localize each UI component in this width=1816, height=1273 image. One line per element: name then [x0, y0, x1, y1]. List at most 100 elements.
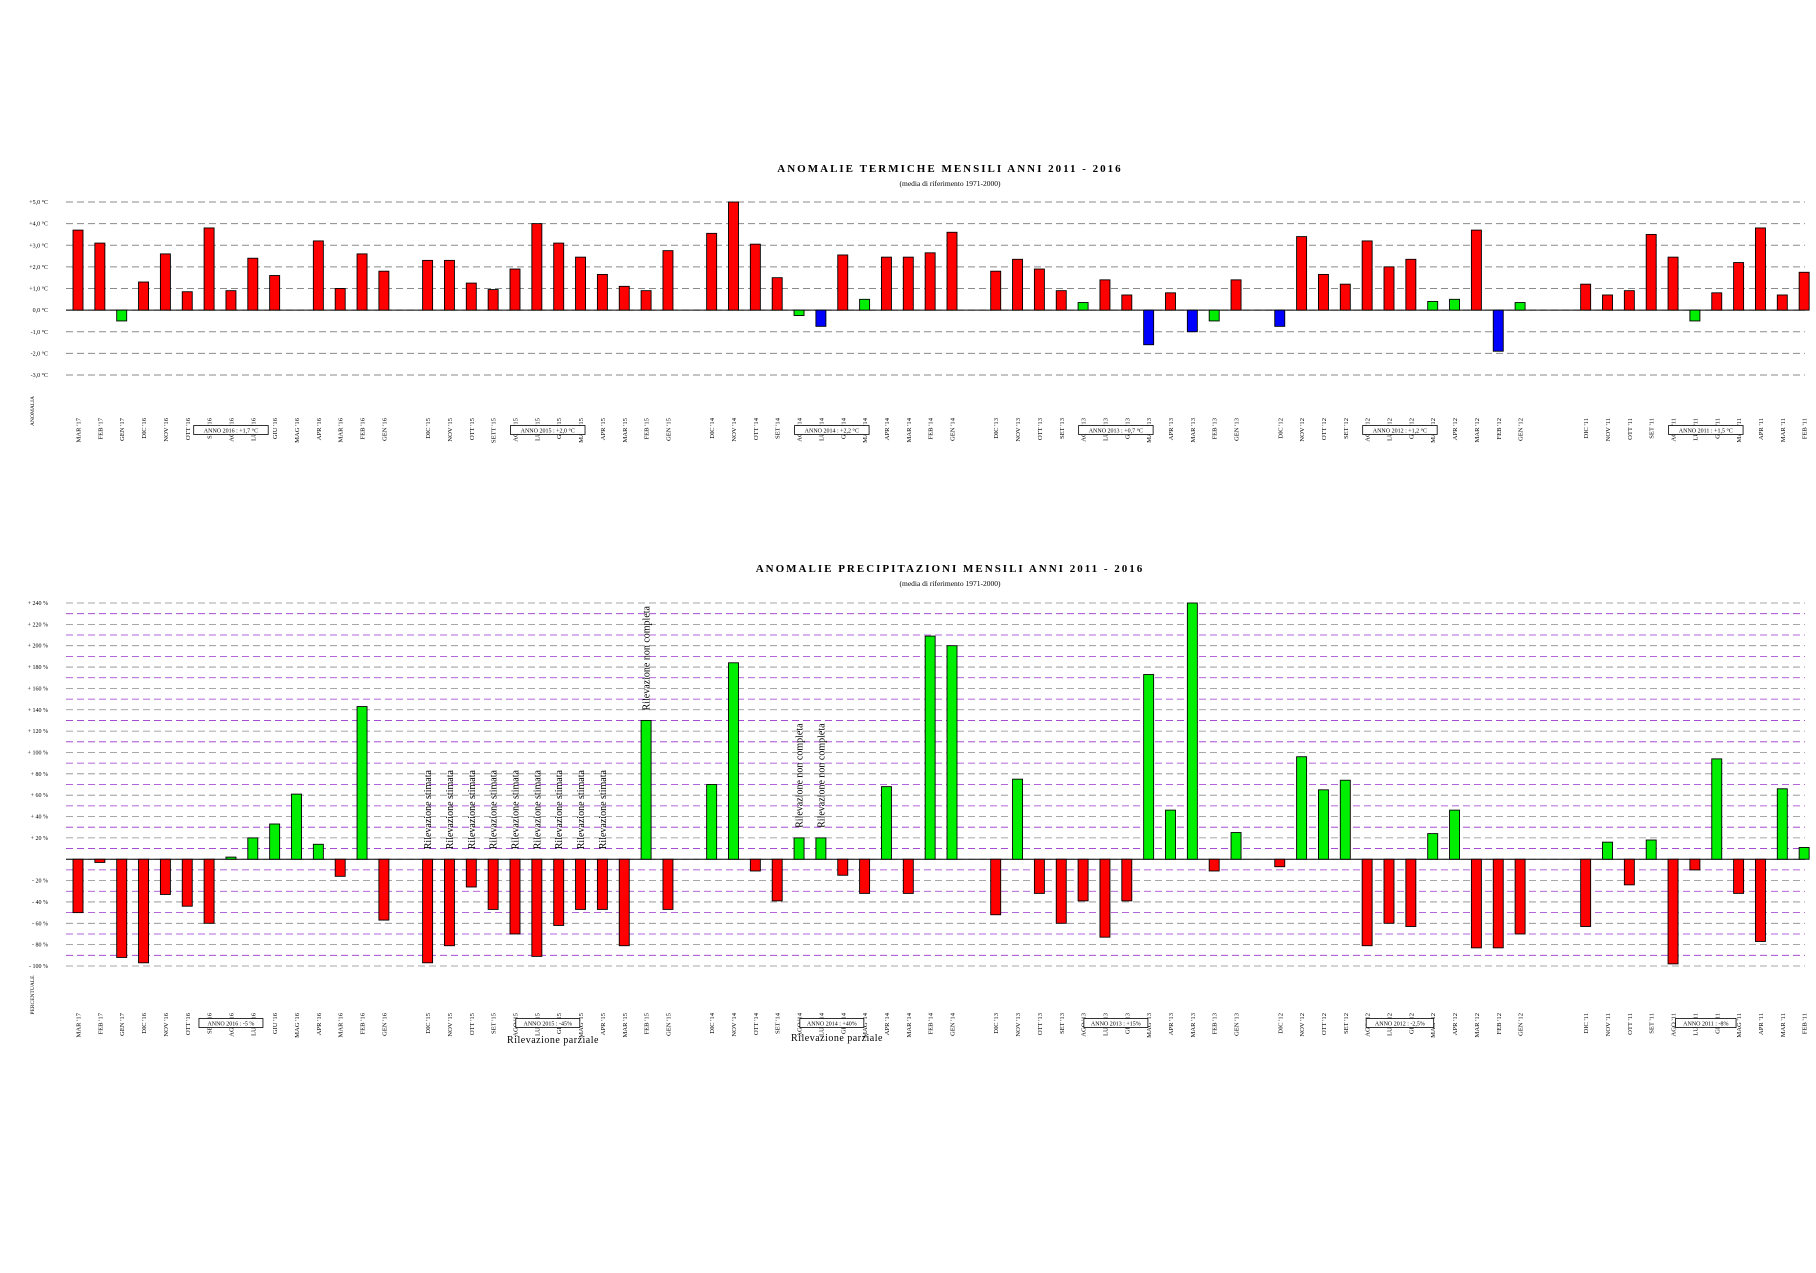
bar [596, 858, 608, 910]
year-summary-box [1362, 425, 1438, 435]
category-label: MAR '14 [906, 417, 913, 442]
bar [1143, 674, 1155, 860]
year-summary-label: ANNO 2013 : +15% [1091, 1022, 1141, 1028]
year-summary-box [515, 1018, 581, 1028]
category-label: GEN '13 [1234, 1012, 1241, 1036]
category-label: MAR '11 [1780, 1013, 1787, 1037]
category-label: DIC '15 [425, 1012, 432, 1033]
bar-note: Rilevazione non completa [816, 723, 827, 828]
y-tick-label: -1,0 °C [31, 329, 48, 336]
bar [1186, 309, 1198, 333]
category-label: APR '12 [1452, 1013, 1459, 1035]
bar [1427, 833, 1439, 860]
bar [771, 277, 783, 311]
bar [1405, 258, 1417, 311]
bar [334, 858, 346, 877]
bar [1667, 858, 1679, 965]
category-label: APR '14 [884, 417, 891, 440]
bar [444, 858, 455, 947]
year-summary-box [1365, 1018, 1435, 1028]
y-tick-label: 0,0 °C [33, 307, 48, 314]
bar [1733, 858, 1745, 894]
category-label: DIC '12 [1277, 1013, 1284, 1034]
bar [1623, 290, 1635, 311]
bar [203, 227, 215, 311]
bar [749, 243, 761, 311]
year-summary-box [1675, 1018, 1737, 1028]
category-label: MAG '11 [1736, 1013, 1743, 1038]
bar [728, 201, 739, 311]
category-label: APR '13 [1168, 1012, 1175, 1035]
year-summary-label: ANNO 2011 : -8% [1683, 1022, 1728, 1028]
category-label: APR '12 [1452, 418, 1459, 440]
bar [1733, 262, 1745, 311]
bar [640, 290, 652, 311]
bar [1055, 290, 1067, 311]
y-tick-label: + 140 % [28, 708, 48, 714]
bar [1033, 268, 1045, 311]
year-summary-label: ANNO 2012 : +1,2 °C [1373, 428, 1427, 435]
category-label: DIC '15 [425, 417, 432, 438]
bar [1754, 227, 1766, 311]
year-summary-box [799, 1018, 865, 1028]
bar [1143, 309, 1155, 346]
category-label: APR '11 [1758, 1013, 1765, 1035]
year-summary-box [198, 1018, 264, 1028]
category-label: FEB '12 [1496, 1013, 1503, 1035]
bar [116, 309, 128, 322]
category-label: MAR '13 [1190, 1012, 1197, 1037]
bar [1208, 858, 1220, 872]
bar [1449, 809, 1461, 860]
bar [1470, 229, 1482, 311]
bar [902, 256, 914, 311]
category-label: GEN '15 [665, 1012, 672, 1036]
bar [1208, 309, 1220, 322]
bar [706, 232, 718, 311]
category-label: APR '15 [600, 1012, 607, 1035]
bar [575, 256, 586, 311]
category-label: SETT '15 [491, 417, 498, 443]
bar [181, 291, 193, 311]
bar [1711, 758, 1723, 860]
bar [269, 275, 281, 311]
category-label: OTT '16 [185, 1012, 192, 1035]
bar [1623, 858, 1635, 886]
bar [159, 858, 171, 895]
category-label: OTT '15 [469, 1012, 476, 1035]
bar [1077, 858, 1089, 902]
category-label: FEB '13 [1212, 417, 1219, 439]
year-summary-box [1083, 1018, 1149, 1028]
bar [487, 289, 499, 311]
category-label: SET '14 [775, 417, 782, 439]
bar [1361, 858, 1373, 947]
category-label: OTT '14 [753, 1012, 760, 1035]
category-label: OTT '13 [1037, 417, 1044, 440]
category-label: FEB '16 [360, 1012, 367, 1034]
category-label: GEN '12 [1518, 418, 1525, 441]
bar [138, 858, 150, 964]
category-label: MAR '12 [1474, 1013, 1481, 1037]
year-summary-label: ANNO 2012 : -2,5% [1375, 1022, 1425, 1028]
bar [444, 259, 455, 311]
category-label: MAG '16 [294, 417, 301, 443]
bar [1055, 858, 1067, 924]
y-tick-label: -2,0 °C [31, 350, 48, 357]
category-label: NOV '13 [1015, 1012, 1022, 1036]
category-label: NOV '11 [1605, 1013, 1612, 1036]
bar [312, 240, 324, 311]
precipitation-chart: ANOMALIE PRECIPITAZIONI MENSILI ANNI 201… [28, 563, 1810, 1046]
bar [291, 793, 302, 860]
category-label: GEN '12 [1518, 1013, 1525, 1036]
bar [881, 256, 892, 311]
bar [422, 858, 434, 964]
bar [378, 270, 390, 311]
precipitation-chart-title: ANOMALIE PRECIPITAZIONI MENSILI ANNI 201… [756, 563, 1145, 575]
bar [1339, 283, 1351, 311]
category-label: NOV '15 [447, 1012, 454, 1036]
category-label: FEB '15 [644, 1012, 651, 1034]
bar [72, 858, 84, 914]
category-label: SET '11 [1649, 1013, 1656, 1034]
bar [1099, 279, 1111, 311]
temperature-chart: ANOMALIE TERMICHE MENSILI ANNI 2011 - 20… [29, 163, 1810, 443]
category-label: OTT '12 [1321, 418, 1328, 440]
